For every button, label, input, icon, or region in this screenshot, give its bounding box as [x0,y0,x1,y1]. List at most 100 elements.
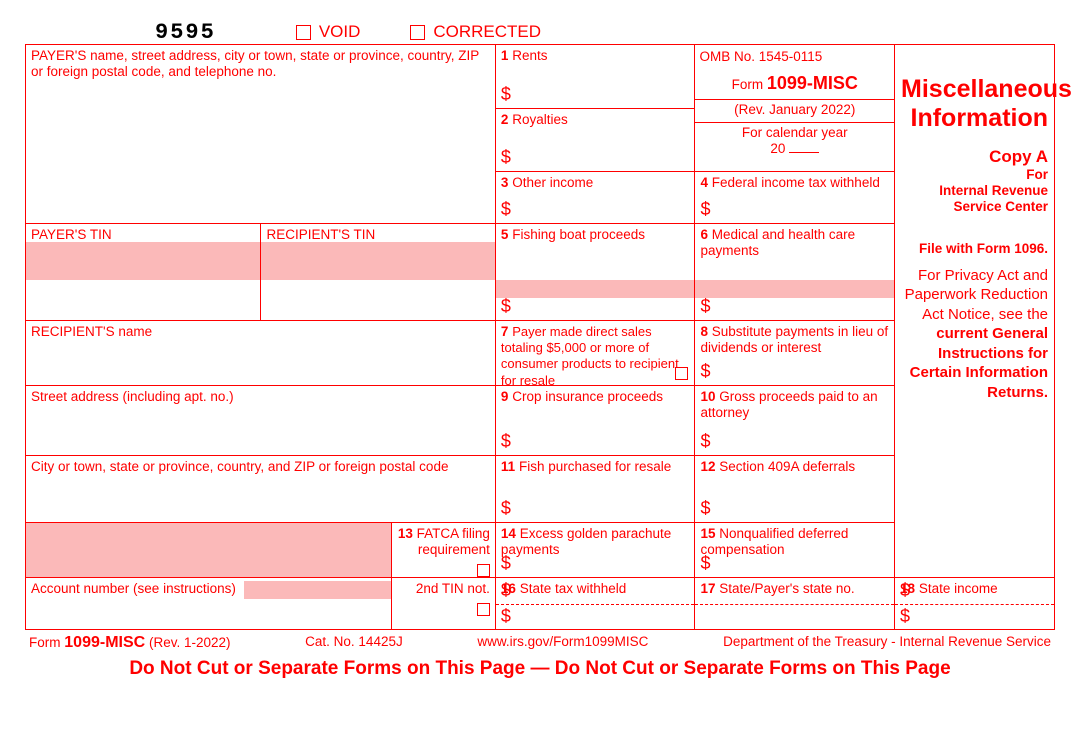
payer-tin[interactable]: PAYER'S TIN [26,224,260,320]
box17-num: 17 [700,581,715,596]
box2[interactable]: 2 Royalties $ [495,108,695,171]
box5-pink [496,280,695,298]
corrected-label: CORRECTED [433,22,541,42]
box11-label: Fish purchased for resale [519,459,671,474]
box1[interactable]: 1 Rents $ [495,45,695,108]
account-label: Account number (see instructions) [31,581,236,596]
instructions-text: current General Instructions for Certain… [910,325,1048,401]
street-label: Street address (including apt. no.) [31,389,234,404]
box10-num: 10 [700,389,715,404]
do-not-cut: Do Not Cut or Separate Forms on This Pag… [25,658,1055,680]
irs2: Service Center [901,199,1048,215]
col-a: PAYER'S name, street address, city or to… [26,45,495,629]
dollar-icon: $ [501,606,511,628]
box9-num: 9 [501,389,509,404]
form-name: 1099-MISC [767,73,858,93]
account-number[interactable]: Account number (see instructions) [26,578,391,629]
top-line: 9595 VOID CORRECTED [25,20,1055,44]
dollar-icon: $ [900,580,910,602]
box2-label: Royalties [512,112,568,127]
year-prefix: 20 [770,141,785,156]
box14[interactable]: 14 Excess golden parachute payments $ [495,522,695,577]
payer-tin-pink [26,242,260,280]
box5[interactable]: 5 Fishing boat proceeds $ [495,223,695,320]
second-tin: 2nd TIN not. [391,578,495,629]
dollar-icon: $ [700,431,710,453]
box7-label: Payer made direct sales totaling $5,000 … [501,324,679,388]
dollar-icon: $ [900,606,910,628]
account-pink [244,581,391,599]
irs1: Internal Revenue [901,183,1048,199]
form-grid: PAYER'S name, street address, city or to… [25,44,1055,630]
omb-label: OMB No. 1545-0115 [699,49,890,65]
dollar-icon: $ [501,199,511,221]
box15-num: 15 [700,526,715,541]
fatca-checkbox[interactable] [477,564,490,577]
box8[interactable]: 8 Substitute payments in lieu of dividen… [694,320,894,385]
footer-form-name: 1099-MISC [64,634,145,651]
dollar-icon: $ [501,84,511,106]
box4-label: Federal income tax withheld [712,175,880,190]
box16[interactable]: 16 State tax withheld $ $ [495,577,695,629]
payer-tin-label: PAYER'S TIN [31,227,112,242]
box12[interactable]: 12 Section 409A deferrals $ [694,455,894,522]
box11[interactable]: 11 Fish purchased for resale $ [495,455,695,522]
box6[interactable]: 6 Medical and health care payments $ [694,223,894,320]
box3-num: 3 [501,175,509,190]
box11-num: 11 [501,459,515,474]
year-input[interactable] [789,152,819,153]
recipient-tin[interactable]: RECIPIENT'S TIN [260,224,494,320]
footer: Form 1099-MISC (Rev. 1-2022) Cat. No. 14… [25,634,1055,652]
tin-row: PAYER'S TIN RECIPIENT'S TIN [26,223,495,320]
form-1099-misc: 9595 VOID CORRECTED PAYER'S name, street… [25,20,1055,680]
rev-label: (Rev. January 2022) [695,99,894,118]
payer-block-label: PAYER'S name, street address, city or to… [31,48,479,79]
dollar-icon: $ [501,147,511,169]
second-tin-checkbox[interactable] [477,603,490,616]
box8-num: 8 [700,324,708,339]
box9-label: Crop insurance proceeds [512,389,663,404]
form-word: Form [732,77,764,92]
file-1096: File with Form 1096. [901,241,1048,257]
box10[interactable]: 10 Gross proceeds paid to an attorney $ [694,385,894,455]
box4[interactable]: 4 Federal income tax withheld $ [694,171,894,223]
account-row: Account number (see instructions) 2nd TI… [26,577,495,629]
dollar-icon: $ [700,498,710,520]
payer-block[interactable]: PAYER'S name, street address, city or to… [26,45,495,223]
box4-num: 4 [700,175,708,190]
box7[interactable]: 7 Payer made direct sales totaling $5,00… [495,320,695,385]
box9[interactable]: 9 Crop insurance proceeds $ [495,385,695,455]
box15[interactable]: 15 Nonqualified deferred compensation $ [694,522,894,577]
copy-a: Copy A [901,147,1048,167]
box17[interactable]: 17 State/Payer's state no. [694,577,894,629]
recipient-name[interactable]: RECIPIENT'S name [26,320,495,385]
box16-label: State tax withheld [520,581,627,596]
box8-label: Substitute payments in lieu of dividends… [700,324,888,355]
void-checkbox[interactable] [296,25,311,40]
col-b: 1 Rents $ 2 Royalties $ 3 Other income $… [495,45,695,629]
street-address[interactable]: Street address (including apt. no.) [26,385,495,455]
form-title-2: Information [901,104,1048,133]
box5-label: Fishing boat proceeds [512,227,645,242]
box14-num: 14 [501,526,516,541]
footer-form-word: Form [29,635,61,650]
box3-label: Other income [512,175,593,190]
fatca-box: 13 FATCA filing requirement [391,523,495,577]
footer-dept: Department of the Treasury - Internal Re… [723,634,1051,652]
box2-num: 2 [501,112,509,127]
box15-label: Nonqualified deferred compensation [700,526,848,557]
dollar-icon: $ [700,199,710,221]
box5-num: 5 [501,227,509,242]
fatca-pink [26,523,391,577]
dollar-icon: $ [501,296,511,318]
dollar-icon: $ [501,553,511,575]
box1-num: 1 [501,48,509,63]
dollar-icon: $ [700,553,710,575]
corrected-checkbox[interactable] [410,25,425,40]
col-c: OMB No. 1545-0115 Form 1099-MISC (Rev. J… [694,45,894,629]
box18[interactable]: 18 State income $ $ [895,577,1054,629]
city-state[interactable]: City or town, state or province, country… [26,455,495,522]
box3[interactable]: 3 Other income $ [495,171,695,223]
dollar-icon: $ [700,361,710,383]
box7-checkbox[interactable] [675,367,688,380]
